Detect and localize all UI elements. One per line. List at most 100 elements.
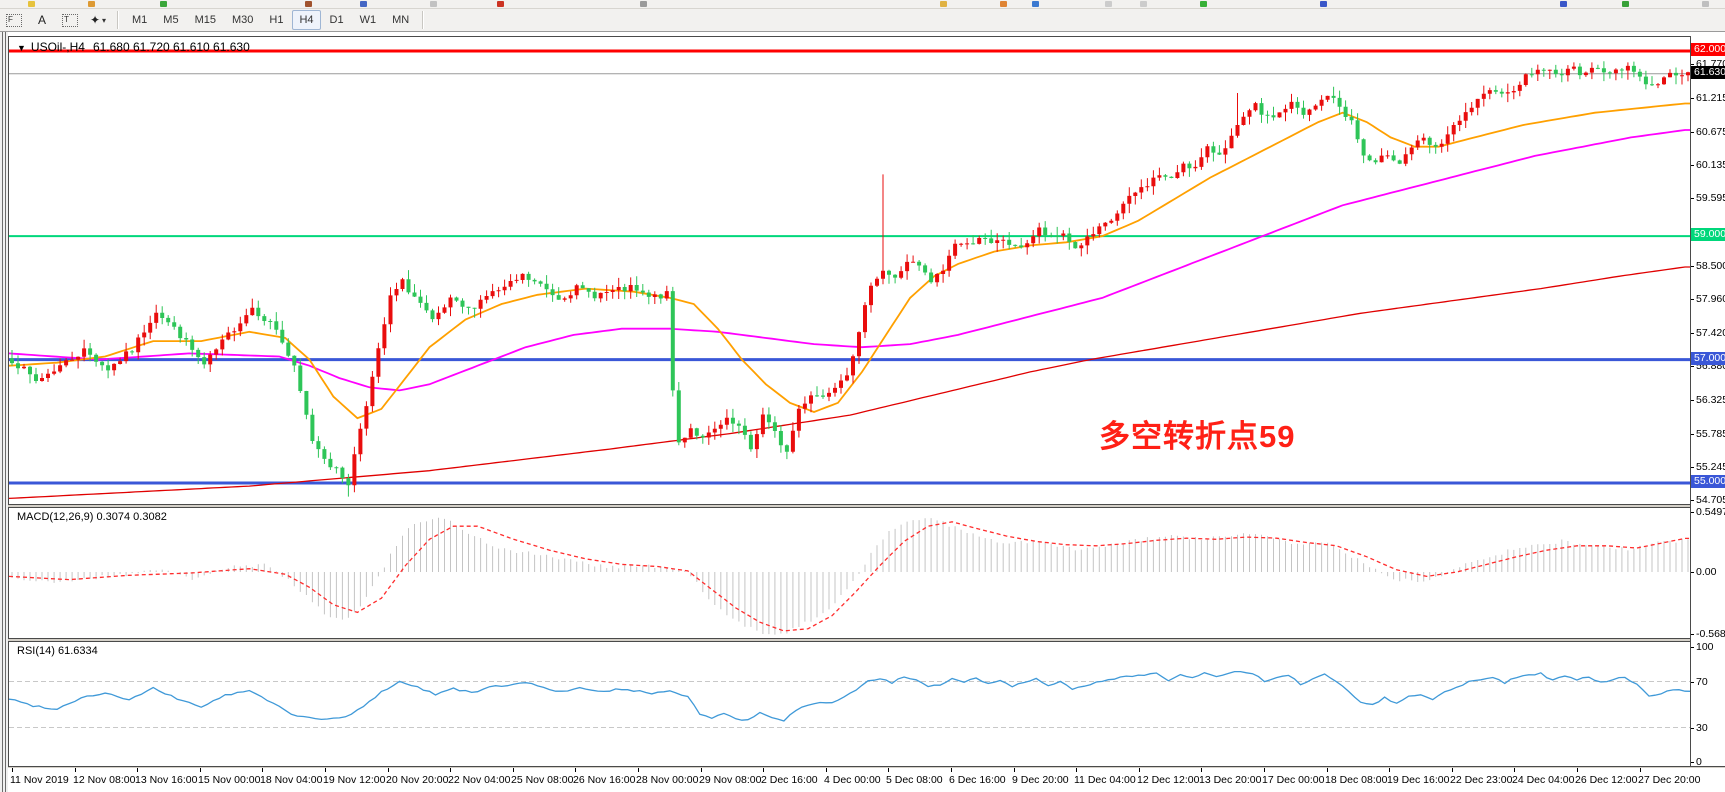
axis-tick-mark xyxy=(1691,98,1694,99)
grid-dots-icon: F xyxy=(6,13,22,27)
price-tick-label: 60.675 xyxy=(1696,126,1725,138)
chart-title: ▼ USOil-,H4 61.680 61.720 61.610 61.630 xyxy=(17,40,250,54)
symbol-label: USOil-,H4 xyxy=(30,40,85,54)
macd-axis-label: 0.5497 xyxy=(1696,506,1725,518)
toolbar-icon-fragment xyxy=(1622,1,1629,7)
time-tick-mark xyxy=(450,768,451,772)
time-tick-mark xyxy=(575,768,576,772)
time-label: 2 Dec 16:00 xyxy=(761,774,818,786)
toolbar: F A T ✦ ▾ M1 M5 M15 M30 H1 H4 D1 W1 MN xyxy=(0,0,1725,31)
rsi-axis-label: 30 xyxy=(1696,722,1708,734)
chart-annotation-text: 多空转折点59 xyxy=(1099,419,1296,454)
time-label: 22 Dec 23:00 xyxy=(1450,774,1513,786)
time-label: 5 Dec 08:00 xyxy=(886,774,943,786)
time-tick-mark xyxy=(763,768,764,772)
rsi-label: RSI(14) 61.6334 xyxy=(17,645,98,657)
rsi-axis-label: 0 xyxy=(1696,756,1702,768)
price-badge: 57.000 xyxy=(1691,352,1725,365)
axis-tick-mark xyxy=(1691,266,1694,267)
toolbar-icon-fragment xyxy=(1140,1,1147,7)
time-label: 11 Dec 04:00 xyxy=(1074,774,1136,786)
candle-bodies-down xyxy=(10,65,1678,486)
label-tool-button[interactable]: A xyxy=(29,9,55,31)
time-label: 20 Nov 20:00 xyxy=(386,774,449,786)
label-a-icon: A xyxy=(37,13,46,27)
price-pane[interactable]: ▼ USOil-,H4 61.680 61.720 61.610 61.630 多空… xyxy=(8,36,1691,505)
time-label: 12 Nov 08:00 xyxy=(73,774,136,786)
axis-tick-mark xyxy=(1691,400,1694,401)
macd-canvas[interactable] xyxy=(9,508,1691,638)
toolbar-icon-fragment xyxy=(497,1,504,7)
time-tick-mark xyxy=(1640,768,1641,772)
macd-signal-line xyxy=(9,521,1691,632)
macd-pane[interactable]: MACD(12,26,9) 0.3074 0.3082 xyxy=(8,508,1691,638)
axis-tick-mark xyxy=(1691,333,1694,334)
time-tick-mark xyxy=(1389,768,1390,772)
toolbar-icon-fragment xyxy=(160,1,167,7)
time-tick-mark xyxy=(325,768,326,772)
timeframe-button-D1[interactable]: D1 xyxy=(329,14,344,26)
axis-tick-mark xyxy=(1691,572,1694,573)
time-tick-mark xyxy=(513,768,514,772)
time-label: 28 Nov 00:00 xyxy=(636,774,699,786)
axis-tick-mark xyxy=(1691,366,1694,367)
text-tool-button[interactable]: T xyxy=(57,9,83,31)
axis-tick-mark xyxy=(1691,64,1694,65)
time-tick-mark xyxy=(12,768,13,772)
timeframe-button-H1[interactable]: H1 xyxy=(269,14,284,26)
time-label: 13 Nov 16:00 xyxy=(135,774,198,786)
price-tick-label: 57.960 xyxy=(1696,293,1725,305)
price-axis[interactable]: 61.770 61.215 60.675 60.135 59.595 58.500 57.9… xyxy=(1690,36,1725,768)
price-chart-canvas[interactable] xyxy=(9,37,1691,505)
toolbar-icon-fragment xyxy=(1560,1,1567,7)
toolbar-icon-fragment xyxy=(1200,1,1207,7)
time-label: 18 Nov 04:00 xyxy=(260,774,323,786)
time-tick-mark xyxy=(638,768,639,772)
toolbar-icon-fragment xyxy=(1320,1,1327,7)
price-tick-label: 59.595 xyxy=(1696,192,1725,204)
timeframe-button-M30[interactable]: M30 xyxy=(231,14,254,26)
timeframe-button-MN[interactable]: MN xyxy=(392,14,410,26)
pane-separator[interactable] xyxy=(8,638,1725,642)
toolbar-icon-fragment xyxy=(640,1,647,7)
axis-tick-mark xyxy=(1691,728,1694,729)
axis-tick-mark xyxy=(1691,512,1694,513)
time-label: 4 Dec 00:00 xyxy=(824,774,881,786)
axis-tick-mark xyxy=(1691,434,1694,435)
toolbar-icon-fragment xyxy=(360,1,367,7)
grid-tool-button[interactable]: F xyxy=(1,9,27,31)
time-label: 22 Nov 04:00 xyxy=(448,774,511,786)
pane-separator[interactable] xyxy=(8,504,1725,508)
time-label: 19 Nov 12:00 xyxy=(323,774,386,786)
candle-wicks-down xyxy=(11,61,1677,497)
price-tick-label: 61.215 xyxy=(1696,92,1725,104)
timeframe-button-M1[interactable]: M1 xyxy=(132,14,148,26)
toolbar-main-row: F A T ✦ ▾ M1 M5 M15 M30 H1 H4 D1 W1 MN xyxy=(0,9,1725,31)
time-tick-mark xyxy=(1014,768,1015,772)
time-label: 6 Dec 16:00 xyxy=(949,774,1006,786)
time-label: 13 Dec 20:00 xyxy=(1199,774,1262,786)
arrow-objects-button[interactable]: ✦ ▾ xyxy=(85,9,111,31)
toolbar-icon-fragment xyxy=(305,1,312,7)
time-tick-mark xyxy=(1327,768,1328,772)
price-tick-label: 55.245 xyxy=(1696,461,1725,473)
timeframe-button-H4[interactable]: H4 xyxy=(292,10,321,30)
text-t-icon: T xyxy=(62,13,78,27)
time-tick-mark xyxy=(388,768,389,772)
rsi-pane[interactable]: RSI(14) 61.6334 xyxy=(8,642,1691,766)
time-tick-mark xyxy=(888,768,889,772)
timeframe-button-M15[interactable]: M15 xyxy=(194,14,216,26)
time-label: 9 Dec 20:00 xyxy=(1012,774,1069,786)
symbol-dropdown-icon[interactable]: ▼ xyxy=(17,43,26,53)
toolbar-separator xyxy=(117,11,119,29)
time-axis[interactable]: 11 Nov 2019 12 Nov 08:00 13 Nov 16:00 15 No… xyxy=(8,768,1725,792)
timeframe-button-M5[interactable]: M5 xyxy=(163,14,179,26)
macd-axis-label: -0.5685 xyxy=(1696,628,1725,640)
timeframe-button-W1[interactable]: W1 xyxy=(359,14,377,26)
rsi-axis-label: 100 xyxy=(1696,641,1714,653)
candle-wicks-up xyxy=(23,62,1689,493)
rsi-canvas[interactable] xyxy=(9,642,1691,766)
price-badge: 59.000 xyxy=(1691,228,1725,241)
time-tick-mark xyxy=(951,768,952,772)
price-tick-label: 57.420 xyxy=(1696,327,1725,339)
